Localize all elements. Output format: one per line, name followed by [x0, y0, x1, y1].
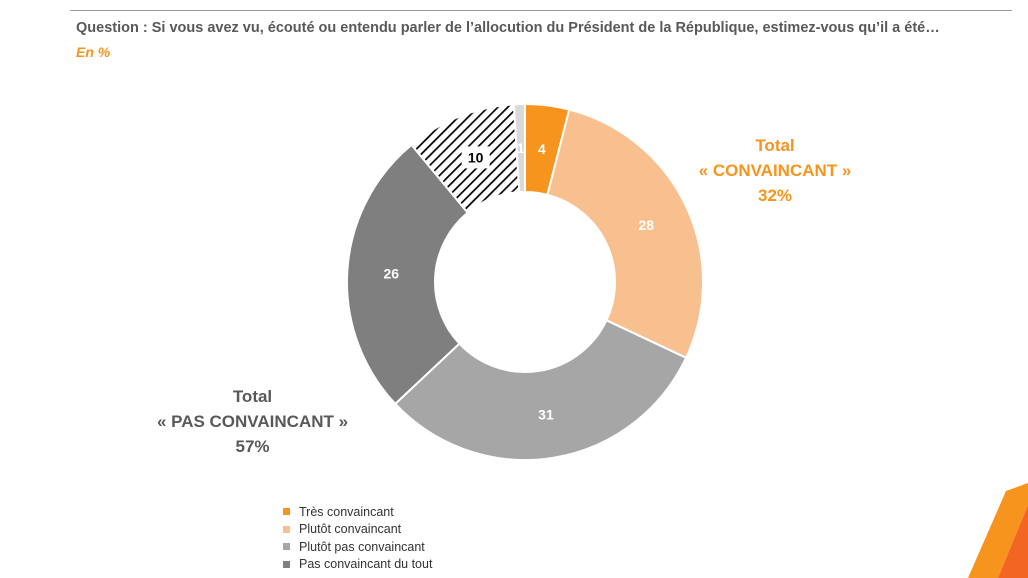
total-pas-convaincant-callout: Total « PAS CONVAINCANT » 57%	[140, 384, 365, 459]
donut-data-label: 1	[517, 140, 525, 156]
legend-label: Plutôt pas convaincant	[299, 539, 425, 554]
donut-segment	[346, 143, 470, 406]
logo-chevron-icon	[968, 483, 1028, 578]
question-title: Question : Si vous avez vu, écouté ou en…	[76, 20, 940, 36]
total-pas-convaincant-line1: Total	[232, 387, 273, 406]
chart-legend: Très convaincant Plutôt convaincant Plut…	[283, 503, 432, 573]
unit-label: En %	[76, 44, 111, 60]
legend-item-pas-convaincant-du-tout: Pas convaincant du tout	[283, 556, 432, 574]
legend-label: Pas convaincant du tout	[299, 557, 433, 572]
total-convaincant-value: 32%	[757, 186, 793, 205]
legend-swatch	[283, 560, 290, 568]
donut-labels: 4 28 31 26 10 1	[383, 140, 654, 422]
legend-swatch	[283, 543, 290, 551]
donut-label-background	[461, 146, 490, 169]
donut-segment	[393, 318, 688, 461]
donut-data-label: 28	[638, 217, 654, 233]
donut-data-label: 10	[468, 149, 484, 165]
legend-swatch	[283, 508, 290, 516]
donut-segment	[512, 102, 526, 194]
top-divider	[70, 10, 1012, 11]
total-convaincant-line1: Total	[755, 136, 795, 155]
donut-segments	[346, 102, 704, 461]
total-convaincant-callout: Total « CONVAINCANT » 32%	[680, 133, 870, 208]
total-convaincant-line2: « CONVAINCANT »	[698, 161, 852, 180]
legend-item-plutot-convaincant: Plutôt convaincant	[283, 521, 432, 539]
donut-data-label: 26	[383, 266, 399, 282]
legend-swatch	[283, 525, 290, 533]
legend-label: Très convaincant	[299, 504, 394, 519]
donut-data-label: 4	[538, 141, 546, 157]
total-pas-convaincant-line2: « PAS CONVAINCANT »	[156, 412, 349, 431]
donut-data-label: 31	[538, 406, 554, 422]
legend-item-plutot-pas-convaincant: Plutôt pas convaincant	[283, 538, 432, 556]
legend-label: Plutôt convaincant	[299, 522, 402, 537]
donut-segment	[546, 108, 704, 360]
legend-item-tres-convaincant: Très convaincant	[283, 503, 432, 521]
total-pas-convaincant-value: 57%	[235, 437, 270, 456]
